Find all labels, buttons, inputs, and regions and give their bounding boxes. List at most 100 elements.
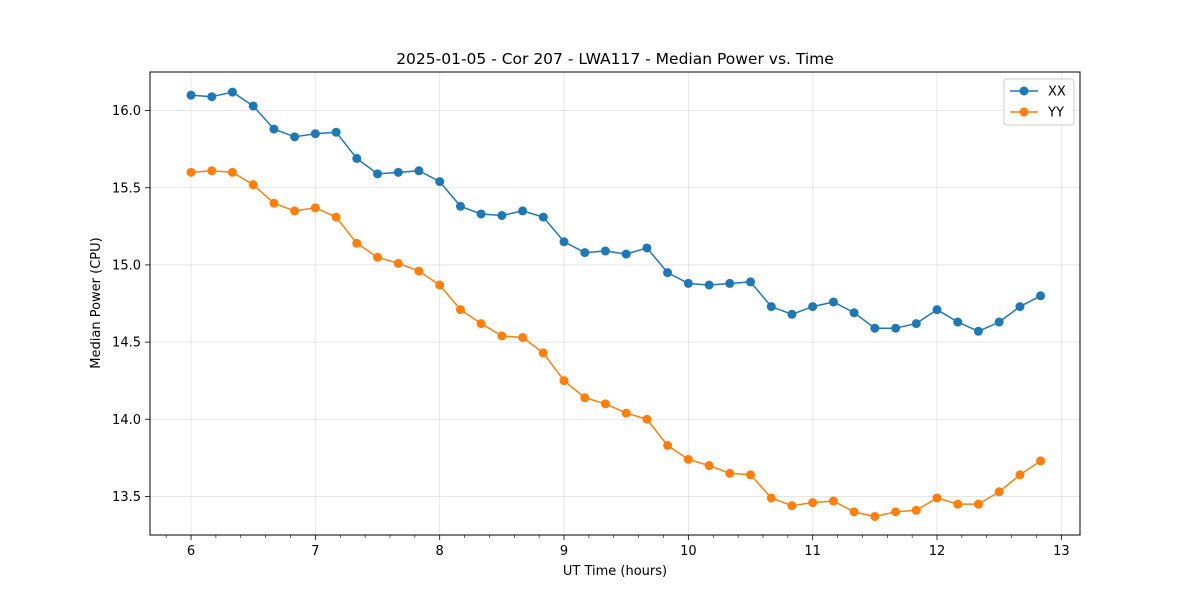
data-point-yy xyxy=(227,167,237,177)
data-point-yy xyxy=(497,331,507,341)
grid-lines xyxy=(150,72,1080,535)
data-point-xx xyxy=(808,302,818,312)
data-point-xx xyxy=(725,278,735,288)
data-point-yy xyxy=(248,180,258,190)
data-point-xx xyxy=(352,153,362,163)
data-point-xx xyxy=(973,326,983,336)
data-point-xx xyxy=(207,92,217,102)
data-point-xx xyxy=(663,268,673,278)
data-point-yy xyxy=(290,206,300,216)
series-layer xyxy=(186,87,1046,521)
data-point-xx xyxy=(683,278,693,288)
data-point-yy xyxy=(932,493,942,503)
data-point-yy xyxy=(746,470,756,480)
legend-entry-yy: YY xyxy=(1010,106,1064,121)
plot-frame xyxy=(149,71,1081,536)
legend-marker-yy xyxy=(1019,107,1029,117)
data-point-yy xyxy=(310,203,320,213)
legend-label-xx: XX xyxy=(1048,85,1066,100)
data-point-xx xyxy=(455,201,465,211)
data-point-yy xyxy=(911,505,921,515)
y-tick-label: 16.0 xyxy=(112,104,141,119)
data-point-yy xyxy=(849,507,859,517)
data-point-xx xyxy=(559,237,569,247)
data-point-xx xyxy=(538,212,548,222)
series-yy xyxy=(186,166,1046,521)
data-point-xx xyxy=(186,90,196,100)
data-point-xx xyxy=(227,87,237,97)
data-point-yy xyxy=(891,507,901,517)
legend: XX YY xyxy=(1003,78,1075,126)
data-point-xx xyxy=(373,169,383,179)
data-point-xx xyxy=(746,277,756,287)
data-point-xx xyxy=(642,243,652,253)
data-point-yy xyxy=(186,167,196,177)
series-xx xyxy=(186,87,1046,336)
x-tick-label: 8 xyxy=(436,544,444,559)
x-tick-label: 11 xyxy=(804,544,821,559)
x-tick-label: 10 xyxy=(680,544,697,559)
data-point-xx xyxy=(994,317,1004,327)
data-point-yy xyxy=(787,501,797,511)
y-tick-label: 13.5 xyxy=(112,490,141,505)
data-point-xx xyxy=(849,308,859,318)
x-tick-label: 9 xyxy=(560,544,568,559)
y-axis-label: Median Power (CPU) xyxy=(89,237,104,368)
data-point-yy xyxy=(207,166,217,176)
data-point-yy xyxy=(331,212,341,222)
data-point-yy xyxy=(455,305,465,315)
data-point-yy xyxy=(269,198,279,208)
y-tick-label: 15.0 xyxy=(112,258,141,273)
data-point-xx xyxy=(621,249,631,259)
x-axis-label: UT Time (hours) xyxy=(563,564,667,579)
legend-entry-xx: XX xyxy=(1010,85,1066,100)
data-point-xx xyxy=(1036,291,1046,301)
data-point-xx xyxy=(331,127,341,137)
axis-ticks: 6 7 8 9 10 11 12 13 13.5 14.0 14.5 15.0 15.5 16.0 xyxy=(112,104,1070,559)
data-point-yy xyxy=(352,238,362,248)
data-point-yy xyxy=(1015,470,1025,480)
data-point-xx xyxy=(518,206,528,216)
data-point-yy xyxy=(476,319,486,329)
data-point-xx xyxy=(953,317,963,327)
data-point-yy xyxy=(663,440,673,450)
data-point-xx xyxy=(476,209,486,219)
data-point-yy xyxy=(580,393,590,403)
data-point-xx xyxy=(600,246,610,256)
data-point-yy xyxy=(373,252,383,262)
data-point-xx xyxy=(393,167,403,177)
data-point-xx xyxy=(704,280,714,290)
data-point-yy xyxy=(994,487,1004,497)
data-point-xx xyxy=(1015,302,1025,312)
legend-label-yy: YY xyxy=(1047,106,1064,121)
data-point-xx xyxy=(497,211,507,221)
data-point-xx xyxy=(290,132,300,142)
data-point-yy xyxy=(953,499,963,509)
legend-marker-xx xyxy=(1019,86,1029,96)
data-point-yy xyxy=(538,348,548,358)
data-point-yy xyxy=(973,499,983,509)
data-point-xx xyxy=(269,124,279,134)
data-point-xx xyxy=(435,177,445,187)
x-tick-label: 12 xyxy=(929,544,946,559)
data-point-xx xyxy=(870,323,880,333)
data-point-xx xyxy=(310,129,320,139)
data-point-yy xyxy=(683,454,693,464)
data-point-yy xyxy=(766,493,776,503)
data-point-yy xyxy=(435,280,445,290)
data-point-yy xyxy=(393,258,403,268)
data-point-xx xyxy=(787,309,797,319)
y-tick-label: 15.5 xyxy=(112,181,141,196)
data-point-yy xyxy=(1036,456,1046,466)
data-point-xx xyxy=(891,323,901,333)
chart-title: 2025-01-05 - Cor 207 - LWA117 - Median P… xyxy=(396,50,834,68)
data-point-yy xyxy=(870,511,880,521)
data-point-yy xyxy=(414,266,424,276)
data-point-yy xyxy=(828,496,838,506)
x-tick-label: 7 xyxy=(311,544,319,559)
series-line-xx xyxy=(190,91,1041,333)
series-line-yy xyxy=(190,170,1042,518)
data-point-xx xyxy=(248,101,258,111)
data-point-yy xyxy=(621,408,631,418)
